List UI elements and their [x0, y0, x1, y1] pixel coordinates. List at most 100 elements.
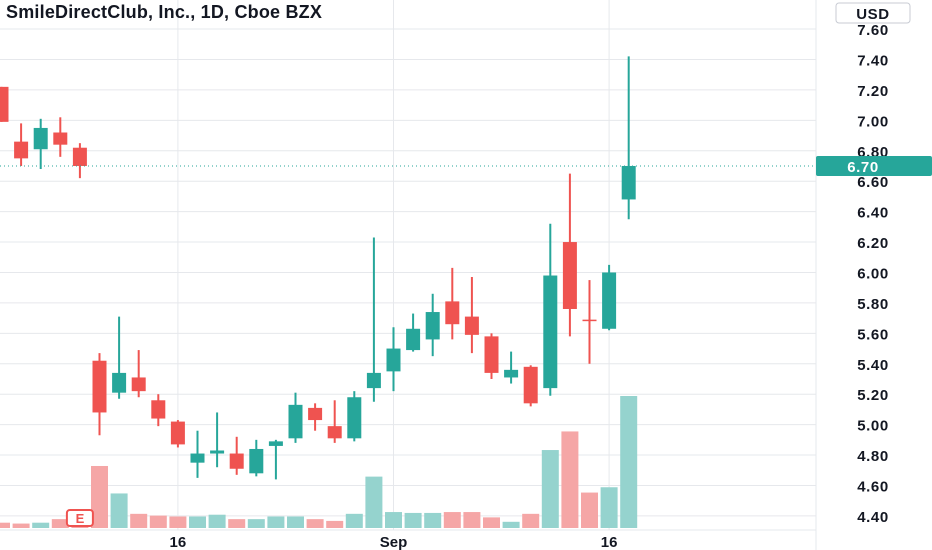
volume-bar: [620, 396, 638, 528]
candle-body: [621, 165, 636, 200]
candle: [386, 327, 401, 392]
candle-body: [33, 127, 48, 150]
candle-body: [445, 301, 460, 325]
last-price-value: 6.70: [847, 159, 879, 176]
candle-body: [504, 369, 519, 378]
y-tick-label: 4.40: [857, 509, 889, 526]
candle-body: [425, 312, 440, 340]
y-tick-label: 7.20: [857, 83, 889, 100]
volume-bar: [581, 492, 598, 528]
candle: [131, 350, 146, 398]
candle: [288, 392, 303, 443]
candle: [327, 400, 342, 443]
candle-body: [288, 404, 303, 439]
candle: [92, 353, 107, 436]
candle: [406, 313, 421, 352]
candle-body: [170, 421, 185, 445]
candle-body: [92, 360, 107, 413]
volume-bar: [130, 513, 148, 528]
candle-body: [229, 453, 244, 469]
candle: [445, 267, 460, 340]
volume-bar: [483, 517, 500, 528]
x-tick-label: Sep: [380, 534, 408, 550]
y-tick-label: 7.00: [857, 113, 889, 130]
candle: [210, 412, 225, 468]
last-price-tag-box: [816, 155, 932, 176]
candle-body: [210, 450, 225, 454]
candle-body: [14, 141, 29, 159]
y-tick-label: 6.00: [857, 265, 889, 282]
candle: [170, 420, 185, 448]
volume-bars: [0, 396, 638, 528]
candle: [112, 316, 127, 399]
earnings-marker-box[interactable]: [65, 509, 94, 527]
y-tick-label: 6.40: [857, 205, 889, 222]
earnings-marker-label: E: [76, 511, 85, 526]
candle-body: [543, 275, 558, 389]
volume-bar: [189, 516, 206, 528]
volume-bar: [247, 519, 265, 528]
y-tick-label: 5.00: [857, 418, 889, 435]
volume-bar: [287, 516, 304, 528]
y-tick-label: 6.60: [857, 174, 889, 191]
candle: [562, 173, 577, 337]
price-axis[interactable]: USD 7.607.407.207.006.806.606.406.206.00…: [815, 0, 911, 550]
candle-body: [268, 441, 283, 446]
candle: [308, 403, 323, 431]
candle: [366, 237, 381, 402]
candle: [14, 123, 29, 166]
candle: [464, 277, 479, 354]
volume-bar: [502, 521, 520, 528]
earnings-event-marker[interactable]: E: [65, 509, 94, 527]
volume-bar: [561, 431, 579, 528]
candle-body: [464, 316, 479, 335]
volume-bar: [0, 522, 10, 528]
candle-body: [53, 132, 68, 145]
candle-body: [151, 400, 166, 419]
last-price-tag: 6.70: [816, 155, 932, 176]
candle: [268, 439, 283, 480]
candle-body: [190, 453, 205, 463]
y-tick-label: 5.80: [857, 296, 889, 313]
volume-bar: [51, 519, 69, 528]
candle-body: [327, 426, 342, 439]
volume-bar: [12, 523, 30, 528]
candle: [602, 264, 617, 331]
candle-body: [72, 147, 87, 166]
y-tick-label: 5.60: [857, 326, 889, 343]
y-tick-label: 5.40: [857, 357, 889, 374]
candle: [582, 280, 597, 364]
volume-bar: [424, 512, 442, 528]
volume-bar: [306, 519, 324, 528]
currency-badge[interactable]: [835, 2, 911, 24]
grid-lines: [0, 0, 816, 530]
volume-bar: [463, 512, 481, 528]
candle: [229, 436, 244, 475]
volume-bar: [365, 476, 383, 528]
candle-body: [249, 448, 264, 474]
candle-body: [582, 319, 597, 322]
candle-body: [347, 397, 362, 439]
volume-bar: [208, 514, 226, 528]
volume-bar: [443, 512, 461, 528]
candle-body: [484, 336, 499, 373]
candle: [190, 430, 205, 478]
candle-body: [523, 366, 538, 404]
candle: [484, 333, 499, 379]
candle: [33, 118, 48, 170]
volume-bar: [32, 522, 50, 528]
candle: [543, 223, 558, 396]
candle-body: [562, 242, 577, 309]
candle: [621, 56, 636, 220]
candle-body: [112, 372, 127, 393]
time-axis[interactable]: 16 Sep 16: [0, 529, 816, 550]
volume-bar: [169, 516, 187, 528]
volume-bar: [110, 493, 128, 528]
volume-bar: [326, 520, 344, 528]
candle-body: [386, 348, 401, 372]
volume-bar: [228, 519, 246, 528]
y-tick-label: 7.60: [857, 22, 889, 39]
candle-body: [406, 328, 421, 351]
